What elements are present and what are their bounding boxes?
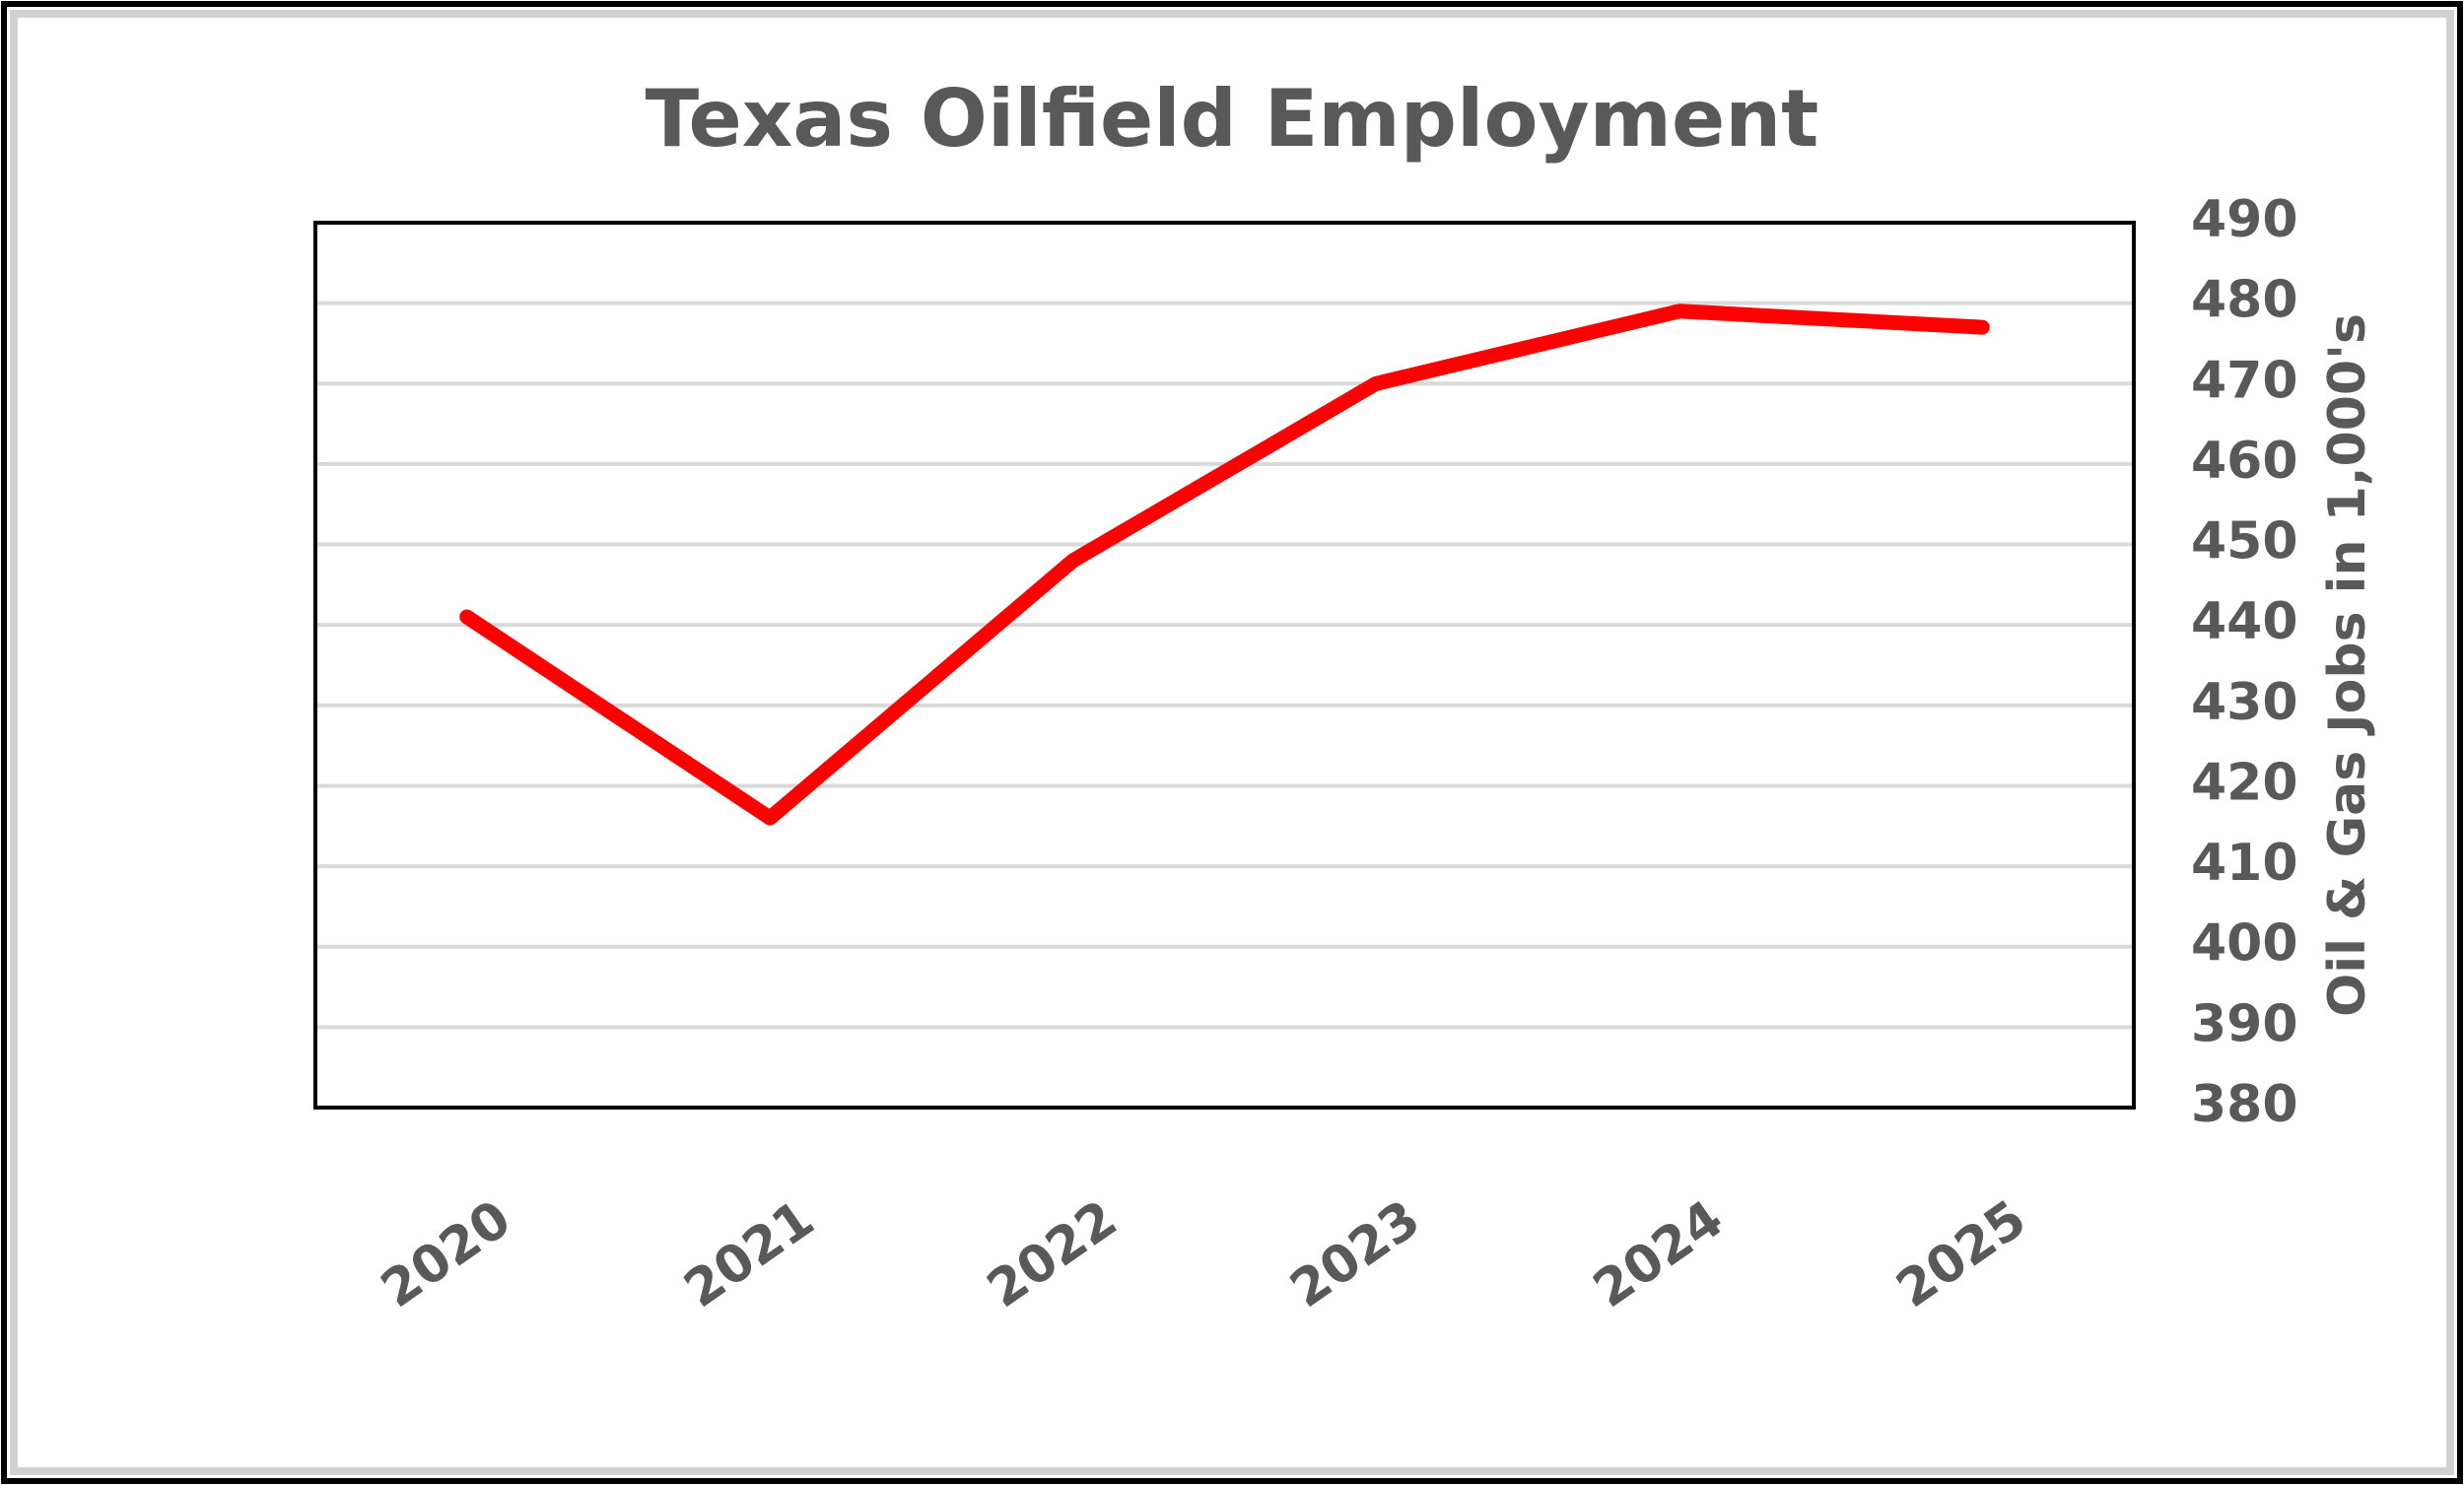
y-tick-label: 480 bbox=[2191, 271, 2298, 330]
y-tick-label: 400 bbox=[2191, 914, 2298, 974]
y-tick-label: 390 bbox=[2191, 994, 2298, 1053]
y-axis-label: Oil & Gas Jobs in 1,000's bbox=[2318, 313, 2377, 1017]
plot-frame bbox=[313, 221, 2136, 1110]
y-tick-label: 440 bbox=[2191, 592, 2298, 651]
y-tick-label: 460 bbox=[2191, 432, 2298, 491]
y-tick-label: 380 bbox=[2191, 1075, 2298, 1134]
chart-title: Texas Oilfield Employment bbox=[646, 73, 1819, 165]
y-tick-label: 450 bbox=[2191, 512, 2298, 572]
line bbox=[459, 304, 1990, 826]
y-tick-label: 410 bbox=[2191, 834, 2298, 893]
y-tick-label: 420 bbox=[2191, 753, 2298, 812]
y-tick-label: 470 bbox=[2191, 351, 2298, 410]
inner-frame bbox=[10, 10, 2454, 1475]
y-tick-label: 490 bbox=[2191, 190, 2298, 249]
y-tick-label: 430 bbox=[2191, 673, 2298, 732]
